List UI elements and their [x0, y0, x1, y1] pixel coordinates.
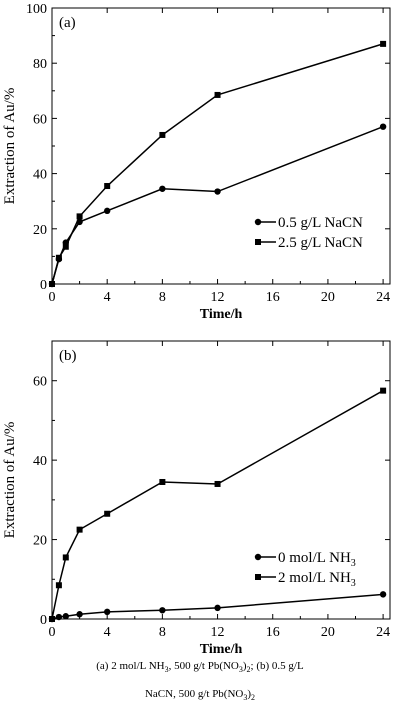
y-tick-label: 20 [33, 534, 47, 549]
figure: 0 4 8 12 16 20 24020406080100Time/hExtraction … [2, 2, 391, 654]
caption-subscript: 2 [251, 693, 256, 703]
x-tick-label: 0 [49, 625, 56, 640]
caption-subscript: 2 [246, 665, 251, 675]
data-point-square [159, 478, 166, 485]
caption-line-1: (a) 2 mol/L NH3, 500 g/t Pb(NO3)2; (b) 0… [0, 654, 400, 682]
x-tick-label: 0 [49, 290, 56, 305]
data-point-square [76, 526, 83, 533]
panel-b-chart: 0 4 8 12 16 20 24 0 20 40 60 Time/h Extraction of Au… [2, 340, 391, 654]
x-tick-label: 16 [266, 625, 280, 640]
y-tick-label: 0 [40, 278, 47, 293]
data-point-square [55, 582, 62, 589]
data-point-circle [103, 608, 111, 616]
legend-marker-square [255, 239, 261, 245]
data-point-square [62, 243, 69, 250]
y-tick-label: 60 [33, 375, 47, 390]
series-line [51, 389, 384, 620]
x-tick-label: 16 [266, 290, 280, 305]
data-point-square [49, 281, 55, 287]
legend-marker-circle [254, 218, 262, 226]
data-point-circle [379, 591, 387, 598]
panel-label: (a) [59, 15, 76, 31]
y-tick-label: 20 [33, 223, 47, 238]
legend-label: 0 mol/L NH3 [278, 550, 356, 569]
legend-marker-circle [254, 553, 262, 561]
data-point-square [104, 183, 111, 190]
y-tick-label: 60 [33, 112, 47, 127]
legend-label: 2 mol/L NH3 [278, 570, 356, 589]
caption-text: ) [242, 660, 247, 672]
panel-label: (b) [59, 348, 77, 364]
y-tick-label: 40 [33, 454, 47, 469]
x-axis-label: Time/h [200, 642, 243, 654]
caption-subscript: 3 [238, 665, 243, 675]
legend-marker-square [255, 574, 261, 580]
x-tick-label: 20 [321, 290, 335, 305]
legend-label: 0.5 g/L NaCN [278, 215, 363, 231]
data-point-circle [379, 123, 387, 130]
data-point-square [76, 213, 83, 220]
data-point-square [159, 131, 166, 138]
data-point-circle [214, 188, 221, 195]
data-point-circle [159, 607, 166, 614]
panel-a-chart: 0 4 8 12 16 20 24 0 20 40 60 80 100 Time/h Extraction … [2, 2, 391, 322]
data-point-circle [214, 604, 221, 612]
plot-frame [51, 340, 391, 620]
y-tick-label: 80 [33, 57, 47, 72]
caption-line-2: NaCN, 500 g/t Pb(NO3)2 [0, 682, 400, 710]
data-point-circle [55, 613, 63, 621]
y-axis-label: Extraction of Au/% [2, 422, 18, 539]
series-line [51, 125, 384, 285]
data-point-circle [159, 185, 166, 192]
x-tick-label: 8 [159, 625, 166, 640]
x-tick-label: 4 [104, 625, 111, 640]
caption-text: ) [247, 688, 252, 701]
data-point-circle [103, 207, 111, 215]
x-tick-label: 8 [159, 290, 166, 305]
data-point-square [55, 254, 62, 261]
y-axis-label: Extraction of Au/% [2, 88, 18, 205]
data-point-square [214, 91, 221, 98]
data-point-square [62, 554, 69, 561]
data-point-square [380, 40, 387, 47]
caption-text: , 500 g/t Pb(NO [168, 660, 239, 672]
x-tick-label: 24 [376, 625, 390, 640]
data-point-square [380, 387, 387, 394]
y-tick-label: 40 [33, 168, 47, 183]
caption-text: ; (b) 0.5 g/L [250, 660, 304, 672]
data-point-square [214, 480, 221, 487]
data-point-square [104, 510, 111, 517]
caption-subscript: 3 [243, 693, 248, 703]
caption-subscript: 3 [164, 665, 169, 675]
x-tick-label: 20 [321, 625, 335, 640]
y-tick-label: 0 [40, 613, 47, 628]
y-tick-label: 100 [26, 2, 47, 17]
x-tick-label: 4 [104, 290, 111, 305]
data-point-circle [62, 613, 69, 620]
x-tick-label: 24 [376, 290, 390, 305]
caption-text: NaCN, 500 g/t Pb(NO [144, 688, 244, 701]
figure-caption: (a) 2 mol/L NH3, 500 g/t Pb(NO3)2; (b) 0… [0, 654, 400, 710]
legend-label: 2.5 g/L NaCN [278, 235, 363, 251]
caption-text: (a) 2 mol/L NH [96, 660, 165, 672]
data-point-circle [76, 611, 83, 618]
x-axis-label: Time/h [200, 307, 243, 322]
data-point-square [49, 616, 55, 622]
x-tick-label: 12 [211, 625, 225, 640]
x-tick-label: 12 [211, 290, 225, 305]
